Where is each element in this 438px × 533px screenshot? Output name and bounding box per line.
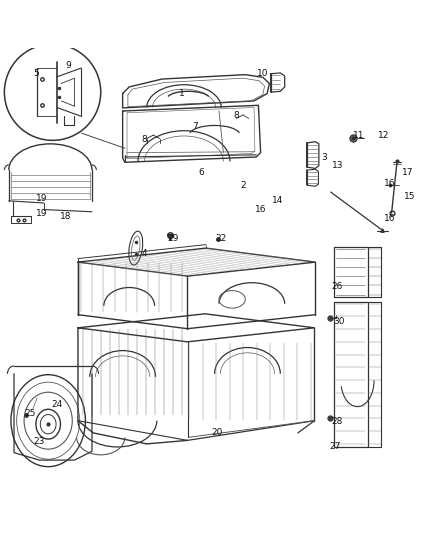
Text: 12: 12 [378, 131, 389, 140]
Text: 16: 16 [255, 205, 266, 214]
Text: 8: 8 [141, 135, 148, 144]
Text: 11: 11 [353, 131, 365, 140]
Text: 8: 8 [233, 111, 240, 120]
Text: 25: 25 [24, 409, 35, 418]
Text: 15: 15 [404, 192, 415, 201]
Text: 24: 24 [51, 400, 63, 409]
Text: 17: 17 [402, 168, 413, 177]
Text: 6: 6 [198, 168, 205, 177]
Text: 29: 29 [167, 233, 179, 243]
Text: 18: 18 [60, 212, 71, 221]
Text: 26: 26 [332, 282, 343, 290]
Text: 10: 10 [257, 69, 268, 78]
Text: 14: 14 [272, 196, 284, 205]
Text: 23: 23 [34, 437, 45, 446]
Text: 20: 20 [211, 429, 223, 438]
Text: 3: 3 [321, 152, 327, 161]
Text: 16: 16 [384, 214, 396, 223]
Text: 30: 30 [334, 317, 345, 326]
Text: 7: 7 [192, 122, 198, 131]
Text: 19: 19 [36, 209, 47, 219]
Text: 13: 13 [332, 161, 343, 170]
Text: 1: 1 [179, 89, 185, 98]
Text: 4: 4 [142, 249, 147, 258]
Text: 22: 22 [215, 233, 227, 243]
Text: 9: 9 [65, 61, 71, 69]
Text: 28: 28 [332, 417, 343, 426]
Text: 27: 27 [329, 441, 341, 450]
Text: 2: 2 [240, 181, 246, 190]
Text: 19: 19 [36, 194, 47, 203]
Text: 16: 16 [384, 179, 396, 188]
Text: 5: 5 [33, 69, 39, 78]
